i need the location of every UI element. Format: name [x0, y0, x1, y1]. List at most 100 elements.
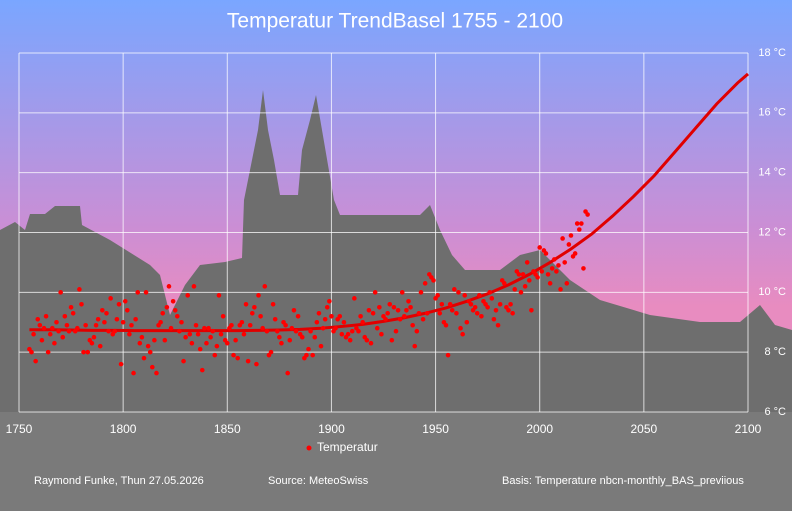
- data-point: [262, 284, 268, 289]
- data-point: [114, 316, 120, 322]
- data-point: [47, 331, 53, 337]
- data-point: [131, 370, 136, 376]
- data-point: [174, 313, 180, 319]
- data-point: [370, 310, 376, 316]
- x-tick-label: 1750: [6, 422, 33, 436]
- data-point: [402, 313, 407, 319]
- data-point: [214, 343, 220, 349]
- data-point: [139, 334, 145, 340]
- data-point: [312, 334, 318, 340]
- data-point: [64, 322, 70, 328]
- data-point: [322, 316, 328, 322]
- data-point: [462, 293, 468, 298]
- data-point: [137, 340, 143, 346]
- data-point: [391, 304, 397, 310]
- data-point: [383, 316, 388, 322]
- data-point: [377, 304, 382, 310]
- data-point: [193, 322, 199, 328]
- data-point: [39, 337, 45, 343]
- data-point: [116, 302, 122, 307]
- data-point: [399, 290, 405, 295]
- x-tick-label: 1950: [422, 422, 449, 436]
- data-point: [491, 316, 497, 322]
- data-point: [518, 290, 524, 295]
- data-point: [195, 331, 201, 337]
- data-point: [472, 304, 478, 310]
- data-point: [283, 322, 288, 328]
- data-point: [299, 334, 305, 340]
- x-tick-label: 2050: [631, 422, 658, 436]
- data-point: [443, 322, 449, 328]
- data-point: [558, 287, 563, 292]
- data-point: [487, 290, 493, 295]
- data-point: [118, 361, 124, 367]
- data-point: [154, 370, 159, 376]
- data-point: [179, 319, 184, 325]
- data-point: [56, 328, 61, 334]
- data-point: [210, 328, 216, 334]
- footer-basis: Basis: Temperature nbcn-monthly_BAS_prev…: [502, 475, 744, 487]
- y-tick-label: 18 °C: [758, 47, 786, 59]
- x-tick-label: 2100: [735, 422, 762, 436]
- data-point: [104, 310, 109, 316]
- data-point: [141, 355, 147, 361]
- data-point: [100, 307, 105, 313]
- data-point: [474, 310, 480, 316]
- legend-marker: [306, 445, 312, 451]
- data-point: [468, 302, 474, 307]
- data-point: [349, 328, 355, 334]
- data-point: [224, 340, 230, 346]
- data-point: [147, 349, 153, 355]
- data-point: [397, 316, 403, 322]
- data-point: [385, 310, 390, 316]
- data-point: [404, 307, 409, 313]
- data-point: [510, 310, 515, 316]
- data-point: [333, 325, 338, 331]
- data-point: [485, 304, 490, 310]
- data-point: [572, 251, 578, 256]
- data-point: [422, 281, 428, 286]
- data-point: [197, 346, 203, 352]
- data-point: [435, 293, 440, 298]
- data-point: [31, 331, 36, 337]
- data-point: [89, 340, 95, 346]
- data-point: [112, 328, 118, 334]
- data-point: [162, 337, 168, 343]
- data-point: [372, 290, 378, 295]
- data-point: [252, 304, 257, 310]
- x-tick-label: 1850: [214, 422, 241, 436]
- data-point: [268, 349, 274, 355]
- data-point: [527, 278, 532, 283]
- data-point: [199, 367, 205, 373]
- data-point: [125, 307, 130, 313]
- data-point: [379, 331, 384, 337]
- data-point: [272, 316, 278, 322]
- data-point: [310, 352, 315, 358]
- data-point: [564, 281, 570, 286]
- data-point: [431, 278, 436, 283]
- data-point: [150, 364, 155, 370]
- data-point: [247, 322, 253, 328]
- data-point: [529, 307, 534, 313]
- data-point: [543, 251, 549, 256]
- data-point: [445, 352, 451, 358]
- data-point: [93, 322, 99, 328]
- data-point: [231, 352, 236, 358]
- data-point: [70, 310, 76, 316]
- data-point: [189, 340, 195, 346]
- data-point: [75, 325, 80, 331]
- data-point: [412, 343, 418, 349]
- data-point: [364, 337, 370, 343]
- data-point: [279, 340, 284, 346]
- y-tick-label: 8 °C: [764, 346, 786, 358]
- data-point: [424, 310, 430, 316]
- y-tick-label: 6 °C: [764, 406, 786, 418]
- data-point: [264, 328, 270, 334]
- data-point: [389, 337, 395, 343]
- data-point: [306, 346, 311, 352]
- data-point: [387, 302, 393, 307]
- trend-line: [29, 72, 749, 333]
- data-point: [560, 236, 565, 241]
- data-point: [327, 299, 332, 304]
- data-point: [304, 352, 309, 358]
